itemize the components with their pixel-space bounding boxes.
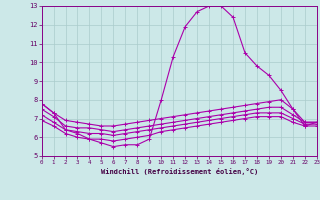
- X-axis label: Windchill (Refroidissement éolien,°C): Windchill (Refroidissement éolien,°C): [100, 168, 258, 175]
